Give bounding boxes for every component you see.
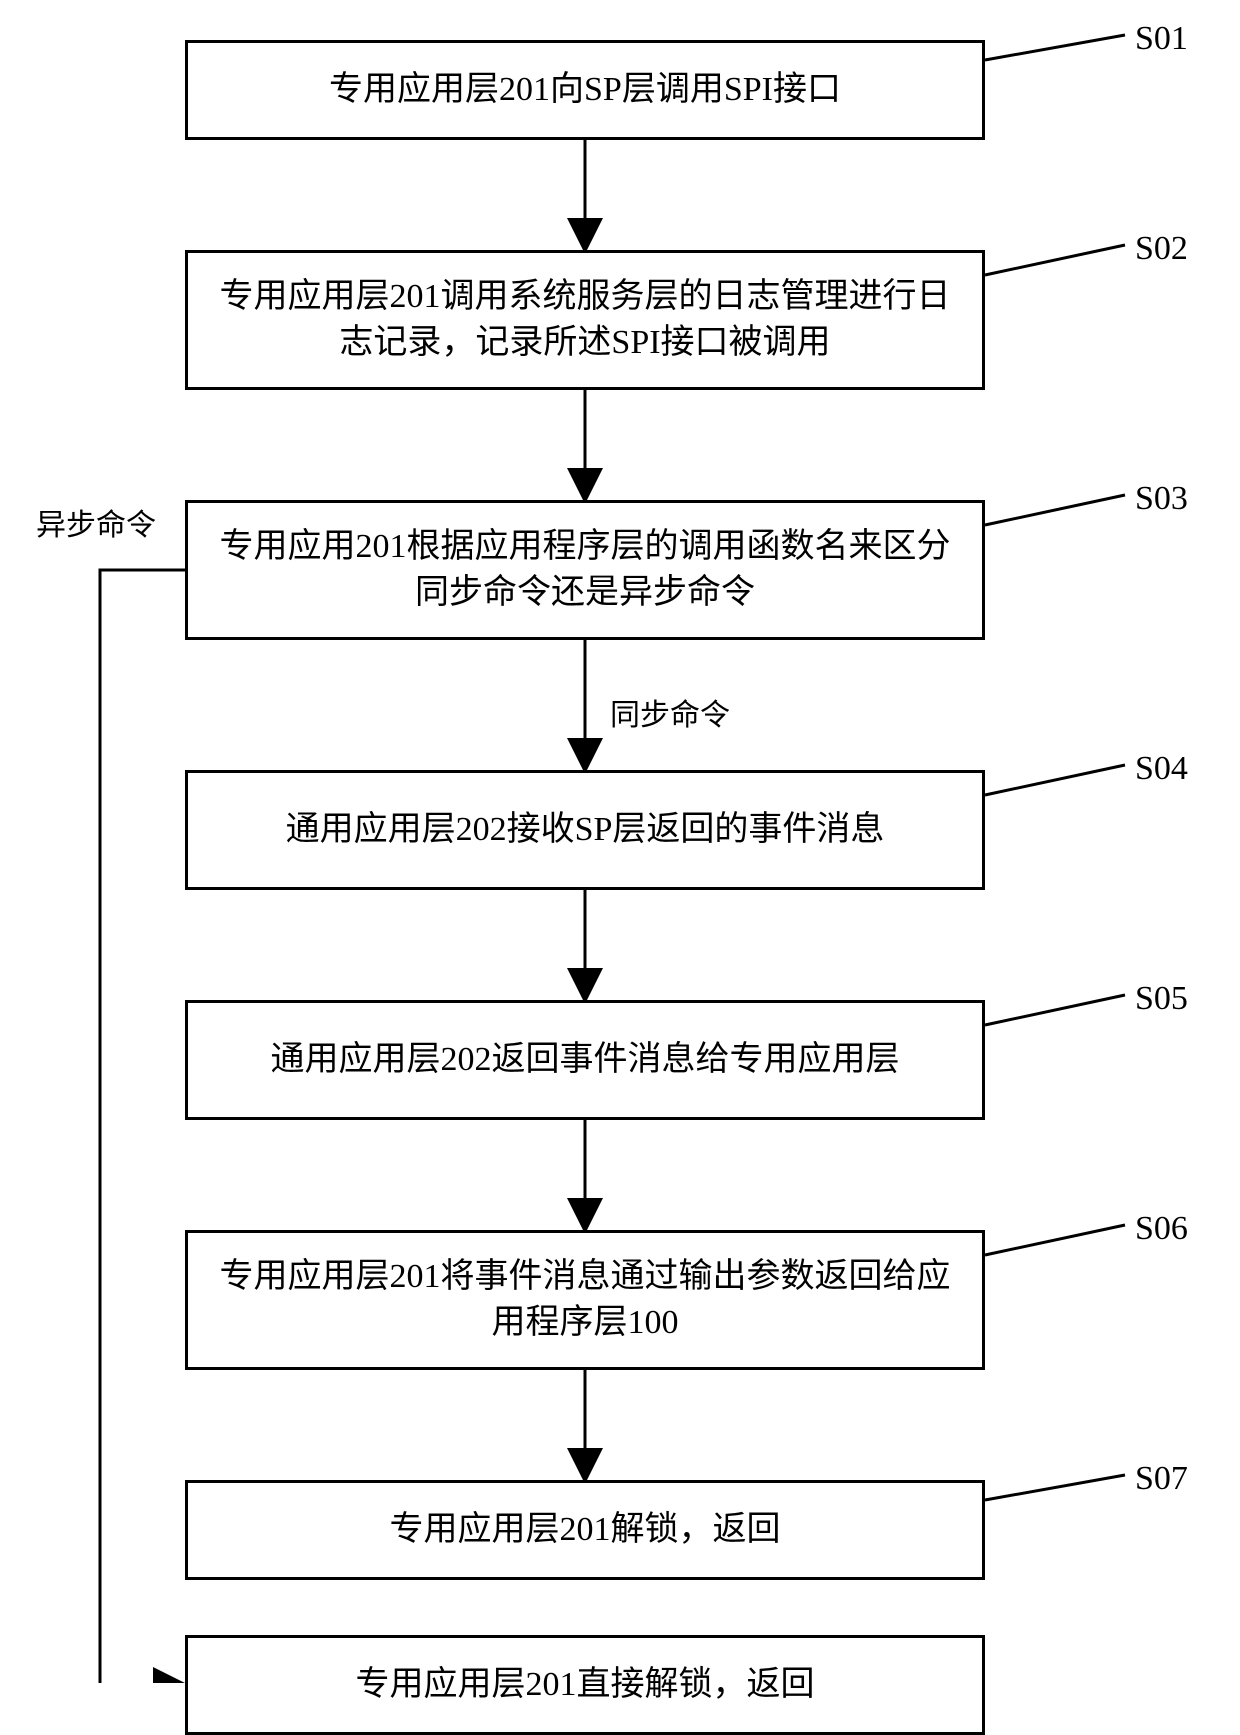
- flowchart-canvas: 专用应用层201向SP层调用SPI接口专用应用层201调用系统服务层的日志管理进…: [0, 0, 1240, 1683]
- step-label-s06: S06: [1135, 1210, 1188, 1248]
- flow-node-s05: 通用应用层202返回事件消息给专用应用层: [185, 1000, 985, 1120]
- step-label-text: S07: [1135, 1460, 1188, 1497]
- flow-node-s03: 专用应用201根据应用程序层的调用函数名来区分同步命令还是异步命令: [185, 500, 985, 640]
- step-label-text: S04: [1135, 750, 1188, 787]
- flow-node-text: 通用应用层202接收SP层返回的事件消息: [286, 807, 885, 853]
- flow-node-text: 专用应用层201直接解锁，返回: [356, 1662, 815, 1708]
- flow-node-text: 专用应用层201解锁，返回: [390, 1507, 781, 1553]
- step-label-s05: S05: [1135, 980, 1188, 1018]
- flow-node-s06: 专用应用层201将事件消息通过输出参数返回给应用程序层100: [185, 1230, 985, 1370]
- step-label-text: S01: [1135, 20, 1188, 57]
- edge-label-text: 异步命令: [36, 509, 156, 542]
- flow-node-text: 专用应用层201向SP层调用SPI接口: [329, 67, 841, 113]
- flow-node-text: 专用应用层201调用系统服务层的日志管理进行日志记录，记录所述SPI接口被调用: [208, 274, 962, 366]
- flow-node-s04: 通用应用层202接收SP层返回的事件消息: [185, 770, 985, 890]
- step-label-s02: S02: [1135, 230, 1188, 268]
- step-label-text: S03: [1135, 480, 1188, 517]
- step-label-s07: S07: [1135, 1460, 1188, 1498]
- step-label-text: S05: [1135, 980, 1188, 1017]
- step-label-text: S06: [1135, 1210, 1188, 1247]
- flow-node-text: 专用应用201根据应用程序层的调用函数名来区分同步命令还是异步命令: [208, 524, 962, 616]
- step-label-s03: S03: [1135, 480, 1188, 518]
- step-label-s04: S04: [1135, 750, 1188, 788]
- step-label-text: S02: [1135, 230, 1188, 267]
- flow-node-s02: 专用应用层201调用系统服务层的日志管理进行日志记录，记录所述SPI接口被调用: [185, 250, 985, 390]
- edge-label-sync: 同步命令: [610, 690, 730, 734]
- flow-node-text: 专用应用层201将事件消息通过输出参数返回给应用程序层100: [208, 1254, 962, 1346]
- edge-label-text: 同步命令: [610, 699, 730, 732]
- edge-label-async: 异步命令: [36, 500, 156, 544]
- step-label-s01: S01: [1135, 20, 1188, 58]
- flow-node-s01: 专用应用层201向SP层调用SPI接口: [185, 40, 985, 140]
- flow-node-s07: 专用应用层201解锁，返回: [185, 1480, 985, 1580]
- flow-node-s08: 专用应用层201直接解锁，返回: [185, 1635, 985, 1735]
- flow-node-text: 通用应用层202返回事件消息给专用应用层: [271, 1037, 900, 1083]
